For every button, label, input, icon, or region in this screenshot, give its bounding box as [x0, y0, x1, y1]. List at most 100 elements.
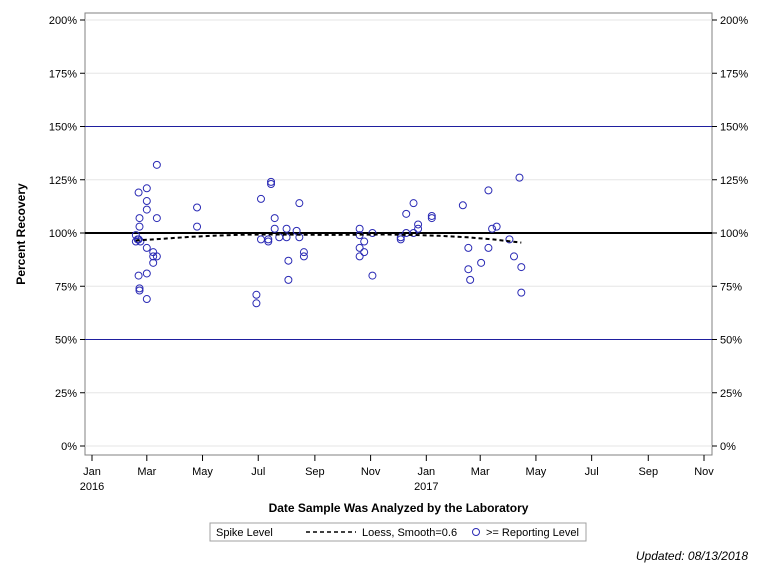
y-tick-label-right: 100%	[720, 228, 748, 240]
data-point	[299, 252, 308, 261]
data-point	[134, 235, 143, 244]
data-point	[477, 258, 486, 267]
data-point	[484, 186, 493, 195]
data-point	[193, 203, 202, 212]
data-point	[134, 271, 143, 280]
y-tick-label-left: 75%	[55, 281, 77, 293]
data-point	[252, 299, 261, 308]
data-point	[295, 199, 304, 208]
data-point	[355, 252, 364, 261]
data-point	[488, 224, 497, 233]
data-point	[256, 194, 265, 203]
x-tick-label: Jan	[83, 466, 101, 478]
data-point	[142, 184, 151, 193]
data-point	[299, 248, 308, 257]
y-tick-label-left: 100%	[49, 228, 77, 240]
y-tick-label-right: 50%	[720, 335, 742, 347]
legend: Spike Level Loess, Smooth=0.6 >= Reporting…	[209, 522, 587, 542]
data-point	[282, 224, 291, 233]
data-point	[517, 288, 526, 297]
data-point	[149, 252, 158, 261]
data-point	[142, 197, 151, 206]
y-axis-title: Percent Recovery	[14, 183, 28, 285]
data-point	[142, 269, 151, 278]
x-tick-label: May	[192, 466, 213, 478]
data-point	[252, 290, 261, 299]
x-tick-year: 2017	[414, 481, 438, 493]
y-tick-label-left: 200%	[49, 15, 77, 27]
data-point	[517, 263, 526, 272]
x-tick-label: Mar	[471, 466, 490, 478]
data-point	[193, 222, 202, 231]
data-point	[427, 211, 436, 220]
reference-lines	[85, 126, 712, 340]
y-tick-label-right: 25%	[720, 388, 742, 400]
x-tick-label: Jul	[251, 466, 265, 478]
data-point	[368, 271, 377, 280]
data-point	[284, 256, 293, 265]
data-point	[142, 295, 151, 304]
x-tick-label: Nov	[361, 466, 381, 478]
data-point	[409, 229, 418, 237]
data-point	[135, 284, 144, 293]
data-point	[464, 243, 473, 252]
data-points	[131, 160, 526, 308]
y-tick-label-left: 0%	[61, 441, 77, 453]
y-tick-label-right: 0%	[720, 441, 736, 453]
data-point	[355, 224, 364, 233]
axes: 0% 0% 25% 25% 50% 50% 75% 75% 100% 100% 125% 125% 15…	[14, 15, 748, 515]
x-tick-label: May	[526, 466, 547, 478]
data-point	[515, 173, 524, 182]
x-tick-label: Jul	[585, 466, 599, 478]
y-tick-label-left: 25%	[55, 388, 77, 400]
data-point	[510, 252, 519, 261]
y-tick-label-right: 125%	[720, 175, 748, 187]
data-point	[396, 235, 405, 244]
legend-box	[209, 522, 587, 542]
x-tick-year: 2016	[80, 481, 104, 493]
y-tick-label-left: 50%	[55, 335, 77, 347]
data-point	[135, 286, 144, 295]
legend-title: Spike Level	[216, 527, 273, 539]
loess-line	[135, 233, 522, 244]
data-point	[264, 237, 273, 246]
data-point	[466, 275, 475, 284]
data-point	[134, 188, 143, 197]
legend-entry: >= Reporting Level	[486, 527, 579, 539]
data-point	[267, 180, 276, 189]
data-point	[264, 235, 273, 244]
data-point	[409, 199, 418, 208]
data-point	[152, 214, 161, 223]
data-point	[360, 248, 369, 257]
loess-curve	[135, 233, 522, 244]
y-tick-label-left: 125%	[49, 175, 77, 187]
data-point	[149, 258, 158, 267]
x-tick-label: Mar	[137, 466, 156, 478]
x-tick-label: Sep	[305, 466, 325, 478]
data-point	[152, 252, 161, 261]
data-point	[135, 222, 144, 231]
data-point	[368, 229, 377, 237]
y-tick-label-left: 150%	[49, 122, 77, 134]
x-axis-title: Date Sample Was Analyzed by the Laborato…	[269, 501, 529, 515]
data-point	[396, 233, 405, 242]
data-point	[458, 201, 467, 210]
data-point	[152, 160, 161, 169]
data-point	[505, 235, 514, 244]
data-point	[427, 214, 436, 223]
data-point	[270, 214, 279, 223]
data-point	[402, 209, 411, 218]
data-point	[136, 237, 145, 246]
data-point	[360, 237, 369, 246]
data-point	[414, 224, 423, 233]
data-point	[131, 231, 140, 240]
data-point	[135, 214, 144, 223]
legend-entry: Loess, Smooth=0.6	[362, 527, 457, 539]
data-point	[142, 243, 151, 252]
x-tick-label: Sep	[638, 466, 658, 478]
x-tick-label: Jan	[417, 466, 435, 478]
data-point	[284, 275, 293, 284]
data-point	[492, 222, 501, 231]
